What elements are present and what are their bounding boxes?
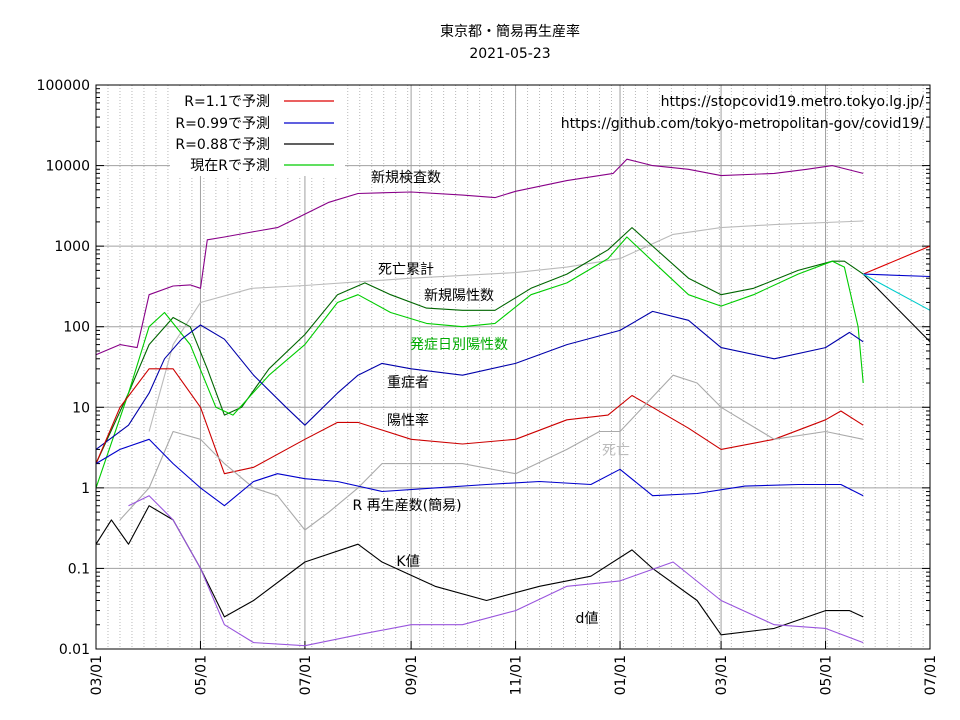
y-tick-label: 0.01 <box>59 642 90 658</box>
y-tick-label: 1 <box>81 481 90 497</box>
y-tick-label: 100 <box>63 320 90 336</box>
x-tick-label: 07/01 <box>923 655 939 695</box>
label-daily-deaths: 死亡 <box>602 443 630 459</box>
source-url-1: https://stopcovid19.metro.tokyo.lg.jp/ <box>661 94 925 110</box>
x-tick-label: 05/01 <box>819 655 835 695</box>
series-group <box>95 158 931 647</box>
legend: R=1.1で予測 R=0.99で予測 R=0.88で予測 現在Rで予測 <box>170 86 345 176</box>
label-r: R 再生産数(簡易) <box>352 498 461 514</box>
series-line-onset <box>95 236 864 489</box>
y-tick-label: 0.1 <box>68 561 90 577</box>
legend-label-r088: R=0.88で予測 <box>175 137 270 153</box>
series-line-forecast-r099 <box>863 273 931 278</box>
series-line-cumulative-deaths <box>148 220 864 432</box>
series-line-daily-deaths <box>119 374 864 531</box>
legend-label-r110: R=1.1で予測 <box>184 94 270 110</box>
label-positivity: 陽性率 <box>387 412 429 429</box>
x-tick-label: 01/01 <box>613 655 629 695</box>
axis-ticks: 0.01 0.1 1 10 100 1000 10000 100000 03/01 05/01 07… <box>37 78 939 695</box>
label-k: K値 <box>396 554 419 570</box>
x-tick-label: 05/01 <box>193 655 209 695</box>
series-line-positivity <box>95 368 864 475</box>
series-line-k <box>95 505 864 636</box>
x-tick-label: 03/01 <box>714 655 730 695</box>
series-line-r <box>95 438 864 507</box>
series-line-d <box>128 495 864 647</box>
y-tick-label: 10000 <box>45 159 90 175</box>
series-line-forecast-cyan <box>862 273 931 311</box>
x-tick-label: 07/01 <box>298 655 314 695</box>
label-positives: 新規陽性数 <box>424 288 494 304</box>
series-line-positives <box>95 227 864 464</box>
y-tick-label: 10 <box>72 400 90 416</box>
series-line-tests <box>95 158 864 356</box>
label-d: d値 <box>576 611 599 627</box>
x-tick-label: 09/01 <box>404 655 420 695</box>
chart-title: 東京都・簡易再生産率 <box>440 23 580 40</box>
x-tick-label: 11/01 <box>509 655 525 695</box>
legend-label-current-r: 現在Rで予測 <box>190 158 270 174</box>
legend-label-r099: R=0.99で予測 <box>175 116 270 132</box>
label-severe: 重症者 <box>387 375 429 391</box>
y-tick-label: 1000 <box>54 239 90 255</box>
plot-frame <box>95 84 931 650</box>
y-tick-label: 100000 <box>37 78 90 94</box>
series-line-forecast-r110 <box>862 245 931 275</box>
label-onset: 発症日別陽性数 <box>410 337 508 353</box>
label-tests: 新規検査数 <box>371 170 441 186</box>
series-line-forecast-r088 <box>862 273 931 343</box>
series-line-severe <box>95 310 864 450</box>
source-url-2: https://github.com/tokyo-metropolitan-go… <box>561 116 925 132</box>
label-cumulative-deaths: 死亡累計 <box>378 262 434 278</box>
x-tick-label: 03/01 <box>89 655 105 695</box>
chart-subtitle: 2021-05-23 <box>469 46 550 62</box>
